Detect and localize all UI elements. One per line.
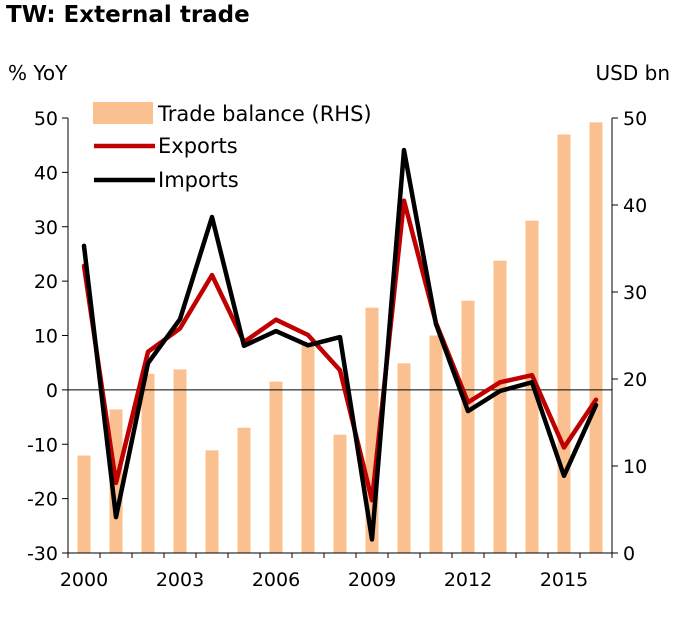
trade-balance-bar [493,260,507,553]
trade-balance-bar [77,455,91,553]
x-tick-label: 2006 [252,569,300,591]
right-tick-label: 10 [623,456,647,478]
x-tick-label: 2009 [348,569,396,591]
right-axis-unit: USD bn [596,61,670,85]
left-tick-label: -10 [27,434,58,456]
left-tick-label: 50 [34,108,58,130]
trade-balance-bar [333,434,347,553]
trade-balance-bar [301,342,315,553]
trade-balance-bar [269,381,283,553]
right-tick-label: 30 [623,282,647,304]
right-tick-label: 0 [623,543,635,565]
legend-swatch-trade-balance [93,102,153,124]
left-tick-label: 40 [34,162,58,184]
right-tick-label: 40 [623,195,647,217]
right-tick-label: 20 [623,369,647,391]
trade-balance-bar [557,134,571,553]
legend-label: Exports [158,134,238,158]
left-tick-label: 10 [34,326,58,348]
left-tick-label: 0 [46,380,58,402]
trade-balance-bar [205,450,219,553]
imports-line [81,147,599,542]
x-tick-label: 2003 [156,569,204,591]
left-tick-label: -20 [27,489,58,511]
trade-balance-bar [589,122,603,553]
trade-balance-bar [397,363,411,553]
legend-label: Trade balance (RHS) [157,102,372,126]
chart-title: TW: External trade [6,2,250,28]
x-tick-label: 2012 [444,569,492,591]
left-tick-label: -30 [27,543,58,565]
trade-balance-bar [173,369,187,553]
trade-balance-bar [461,300,475,553]
left-axis-unit: % YoY [8,61,68,85]
trade-balance-bar [429,335,443,553]
left-tick-label: 30 [34,217,58,239]
legend-label: Imports [158,168,239,192]
x-tick-label: 2000 [60,569,108,591]
left-tick-label: 20 [34,271,58,293]
x-tick-label: 2015 [540,569,588,591]
trade-balance-bar [141,373,155,553]
right-tick-label: 50 [623,108,647,130]
trade-balance-bar [237,427,251,553]
